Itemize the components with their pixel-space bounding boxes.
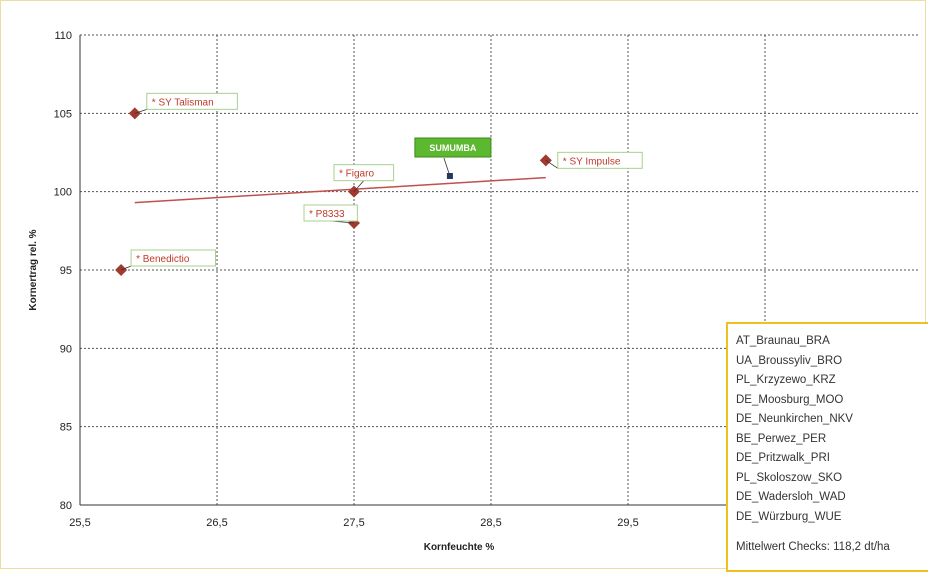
highlight-leader xyxy=(443,157,451,177)
x-tick-label: 28,5 xyxy=(480,517,501,529)
y-tick-label: 110 xyxy=(54,30,72,42)
legend-location-item: UA_Broussyliv_BRO xyxy=(736,354,843,367)
data-label-box xyxy=(303,204,358,222)
x-tick-label: 29,5 xyxy=(617,517,638,529)
legend-location-item: AT_Braunau_BRA xyxy=(736,335,830,347)
legend-note: Mittelwert Checks: 118,2 dt/ha xyxy=(736,541,890,553)
legend-location-list: AT_Braunau_BRA UA_Broussyliv_BRO PL_Krzyze… xyxy=(736,332,928,527)
y-tick-label: 80 xyxy=(60,500,72,512)
trendline xyxy=(134,176,546,204)
label-leader xyxy=(120,265,132,271)
x-tick-label: 26,5 xyxy=(206,517,227,529)
y-tick-label: 90 xyxy=(60,343,72,355)
highlight-label: SUMUMBA xyxy=(429,143,476,153)
data-label: * SY Talisman xyxy=(152,97,214,108)
y-tick-label: 105 xyxy=(54,108,72,120)
label-leader xyxy=(353,180,365,192)
y-tick-label: 85 xyxy=(60,422,72,434)
y-tick-label: 100 xyxy=(54,187,72,199)
legend-location-item: DE_Pritzwalk_PRI xyxy=(736,452,830,464)
y-tick-label: 95 xyxy=(60,265,72,277)
x-tick-label: 25,5 xyxy=(69,517,90,529)
label-leader xyxy=(545,160,559,169)
data-points: * SY Talisman * Figaro * P8333 * Benedictio… xyxy=(115,92,643,276)
trendline-group xyxy=(134,176,546,204)
highlight-label-box xyxy=(414,137,492,158)
data-label: * Benedictio xyxy=(136,254,190,265)
legend-location-item: BE_Perwez_PER xyxy=(736,432,827,445)
data-label-box xyxy=(130,249,217,267)
legend-location-item: DE_Moosburg_MOO xyxy=(736,393,844,406)
legend-location-item: DE_Würzburg_WUE xyxy=(736,510,842,523)
x-tick-label: 27,5 xyxy=(343,517,364,529)
data-label: * Figaro xyxy=(339,169,374,180)
legend-location-item: DE_Wadersloh_WAD xyxy=(736,491,846,503)
x-axis-title: Kornfeuchte % xyxy=(424,542,495,553)
legend-location-item: PL_Skoloszow_SKO xyxy=(736,471,843,484)
tick-labels: 80 85 90 95 100 105 110 25,5 26,5 27,5 28,5 29,5 xyxy=(54,30,639,529)
label-leader xyxy=(134,108,147,114)
legend-location-item: DE_Neunkirchen_NKV xyxy=(736,413,853,425)
data-label: * P8333 xyxy=(309,209,345,220)
legend-location-item: PL_Krzyzewo_KRZ xyxy=(736,374,836,386)
y-axis-title: Kornertrag rel. % xyxy=(28,229,39,310)
data-label-box xyxy=(333,164,395,182)
data-label: * SY Impulse xyxy=(563,156,621,167)
data-label-box xyxy=(146,92,238,110)
data-label-box xyxy=(557,151,643,169)
location-legend: AT_Braunau_BRA UA_Broussyliv_BRO PL_Krzyze… xyxy=(726,322,928,572)
